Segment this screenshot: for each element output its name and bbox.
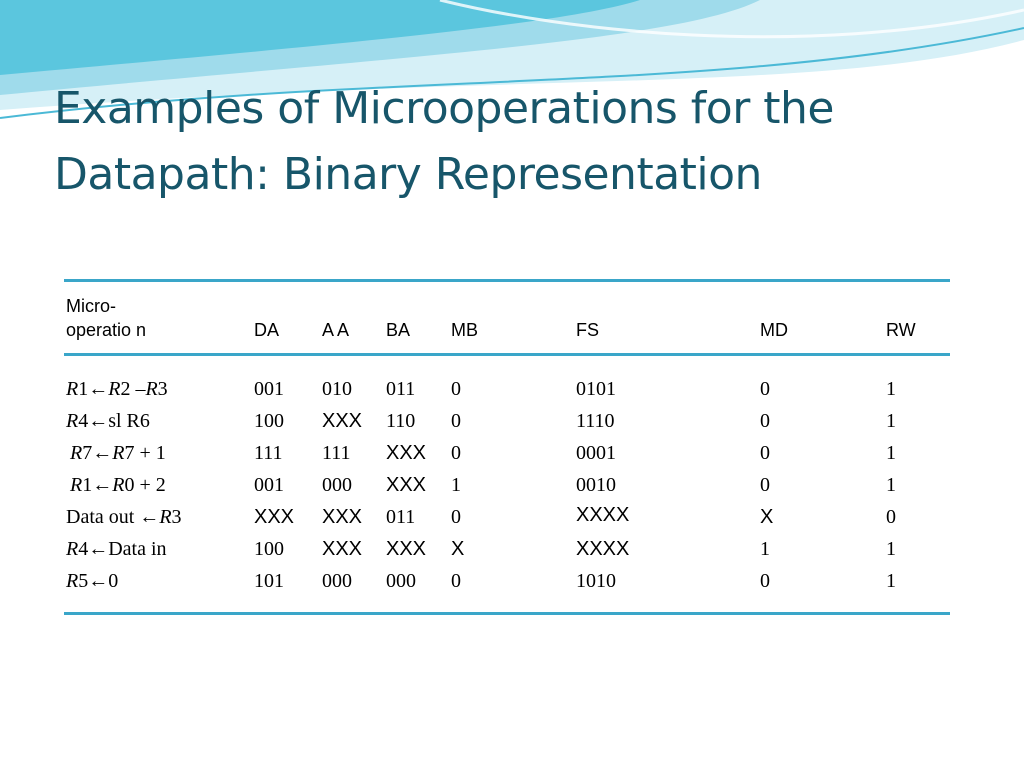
row-2-rw: 1: [886, 410, 896, 432]
row-4-fs: 0010: [576, 474, 616, 496]
row-4-ba: XXX: [386, 474, 427, 496]
table-header-rule: [64, 353, 950, 356]
row-1-operation: R1←R2 –R3: [66, 378, 168, 400]
row-2-operation: R4←sl R6: [66, 410, 150, 432]
row-1-ba: 011: [386, 378, 416, 400]
row-3-mb: 0: [451, 442, 461, 464]
row-1-aa: 010: [322, 378, 352, 400]
row-1-fs: 0101: [576, 378, 616, 400]
row-6-mb: X: [451, 538, 465, 560]
row-7-da: 101: [254, 570, 284, 592]
row-2-fs: 1110: [576, 410, 615, 432]
row-7-aa: 000: [322, 570, 352, 592]
row-7-operation: R5←0: [66, 570, 119, 592]
header-da: DA: [254, 320, 280, 340]
row-4-rw: 1: [886, 474, 896, 496]
row-5-aa: XXX: [322, 506, 363, 528]
row-3-md: 0: [760, 442, 770, 464]
row-4-aa: 000: [322, 474, 352, 496]
row-4-mb: 1: [451, 474, 461, 496]
wave-dark-band: [0, 0, 640, 75]
row-4-da: 001: [254, 474, 284, 496]
row-6-da: 100: [254, 538, 284, 560]
row-6-md: 1: [760, 538, 770, 560]
row-5-operation: Data out ←R3: [66, 506, 182, 528]
row-2-ba: 110: [386, 410, 416, 432]
header-wave-decoration: [0, 0, 1024, 119]
row-2-md: 0: [760, 410, 770, 432]
row-7-rw: 1: [886, 570, 896, 592]
header-ba: BA: [386, 320, 411, 340]
row-3-ba: XXX: [386, 442, 427, 464]
row-5-da: XXX: [254, 506, 295, 528]
header-micro-line2: operatio n: [66, 320, 147, 340]
row-5-ba: 011: [386, 506, 416, 528]
row-6-ba: XXX: [386, 538, 427, 560]
row-3-rw: 1: [886, 442, 896, 464]
slide-title: Examples of Microoperations for the Data…: [54, 76, 994, 208]
row-6-fs: XXXX: [576, 538, 630, 560]
row-3-aa: 111: [322, 442, 351, 464]
title-line-1: Examples of Microoperations for the: [54, 83, 834, 134]
row-6-operation: R4←Data in: [66, 538, 167, 560]
row-3-da: 111: [254, 442, 283, 464]
header-rw: RW: [886, 320, 916, 340]
row-5-rw: 0: [886, 506, 896, 528]
title-line-2: Datapath: Binary Representation: [54, 149, 762, 200]
row-7-fs: 1010: [576, 570, 616, 592]
row-7-md: 0: [760, 570, 770, 592]
row-3-fs: 0001: [576, 442, 616, 464]
header-micro-line1: Micro-: [66, 296, 116, 316]
row-2-aa: XXX: [322, 410, 363, 432]
wave-accent-line-2: [439, 0, 1024, 39]
row-4-operation: R1←R0 + 2: [70, 474, 166, 496]
row-2-da: 100: [254, 410, 284, 432]
row-1-rw: 1: [886, 378, 896, 400]
row-5-md: X: [760, 506, 774, 528]
row-7-ba: 000: [386, 570, 416, 592]
row-6-aa: XXX: [322, 538, 363, 560]
header-fs: FS: [576, 320, 600, 340]
row-3-operation: R7←R7 + 1: [70, 442, 166, 464]
table-bottom-rule: [64, 612, 950, 615]
row-7-mb: 0: [451, 570, 461, 592]
row-5-fs: XXXX: [576, 504, 630, 526]
row-5-mb: 0: [451, 506, 461, 528]
header-mb: MB: [451, 320, 478, 340]
row-1-mb: 0: [451, 378, 461, 400]
row-1-md: 0: [760, 378, 770, 400]
row-1-da: 001: [254, 378, 284, 400]
table-top-rule: [64, 279, 950, 282]
row-6-rw: 1: [886, 538, 896, 560]
wave-accent-line: [0, 27, 1024, 119]
row-4-md: 0: [760, 474, 770, 496]
header-aa: A A: [322, 320, 350, 340]
row-2-mb: 0: [451, 410, 461, 432]
header-md: MD: [760, 320, 788, 340]
